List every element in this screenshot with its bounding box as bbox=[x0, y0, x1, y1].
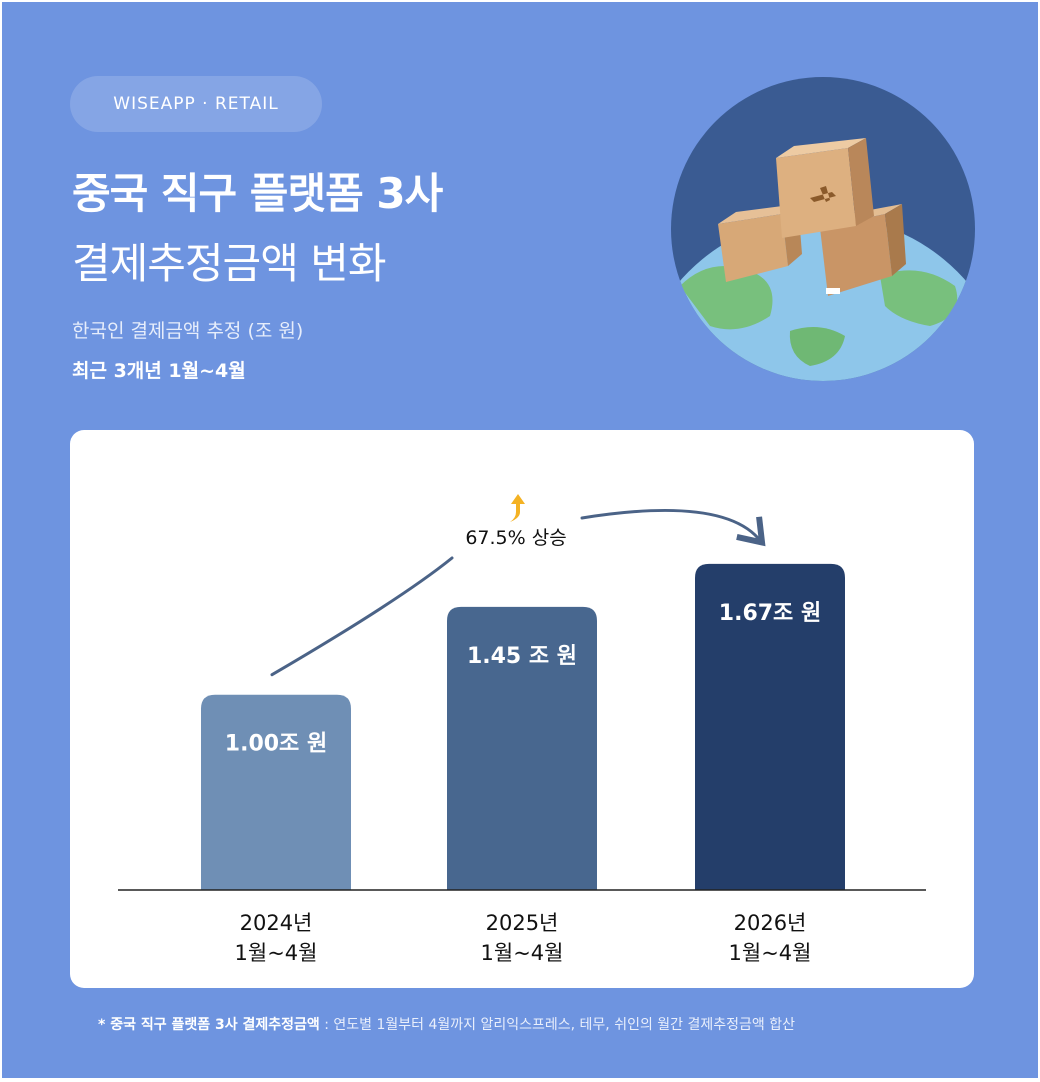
brand-badge: WISEAPP · RETAIL bbox=[70, 76, 322, 132]
globe-boxes-illustration bbox=[671, 77, 975, 381]
bar-2 bbox=[695, 563, 845, 890]
footnote: * 중국 직구 플랫폼 3사 결제추정금액 : 연도별 1월부터 4월까지 알리… bbox=[98, 1014, 998, 1034]
bar-chart: 1.00조 원 1.45 조 원 1.67조 원 2024년 1월~4월 2025년 1월… bbox=[118, 494, 926, 965]
bar-0 bbox=[201, 694, 351, 890]
chart-card: 1.00조 원 1.45 조 원 1.67조 원 2024년 1월~4월 2025년 1월… bbox=[70, 430, 974, 988]
x-tick-label-2-1: 1월~4월 bbox=[729, 941, 812, 965]
bar-1 bbox=[447, 606, 597, 890]
growth-trend-arrow-head bbox=[580, 508, 766, 547]
growth-annotation: 67.5% 상승 bbox=[465, 527, 566, 549]
parcel-box-icon bbox=[718, 138, 906, 296]
chart-subtitle: 한국인 결제금액 추정 (조 원) bbox=[72, 320, 304, 342]
x-tick-label-1-0: 2025년 bbox=[486, 911, 559, 935]
x-tick-label-0-1: 1월~4월 bbox=[235, 941, 318, 965]
footnote-desc: : 연도별 1월부터 4월까지 알리익스프레스, 테무, 쉬인의 월간 결제추정… bbox=[319, 1017, 795, 1033]
x-tick-label-1-1: 1월~4월 bbox=[481, 941, 564, 965]
x-tick-label-0-0: 2024년 bbox=[240, 911, 313, 935]
up-arrow-icon bbox=[510, 494, 525, 522]
bar-value-label-2: 1.67조 원 bbox=[719, 601, 821, 626]
bar-value-label-1: 1.45 조 원 bbox=[467, 644, 577, 669]
x-tick-label-2-0: 2026년 bbox=[734, 911, 807, 935]
bar-value-label-0: 1.00조 원 bbox=[225, 732, 327, 757]
period-label: 최근 3개년 1월~4월 bbox=[72, 360, 246, 382]
page-title: 중국 직구 플랫폼 3사 bbox=[72, 169, 443, 218]
footnote-key: * 중국 직구 플랫폼 3사 결제추정금액 bbox=[98, 1017, 320, 1033]
growth-trend-arrow bbox=[270, 556, 454, 677]
page-title-secondary: 결제추정금액 변화 bbox=[72, 239, 386, 288]
